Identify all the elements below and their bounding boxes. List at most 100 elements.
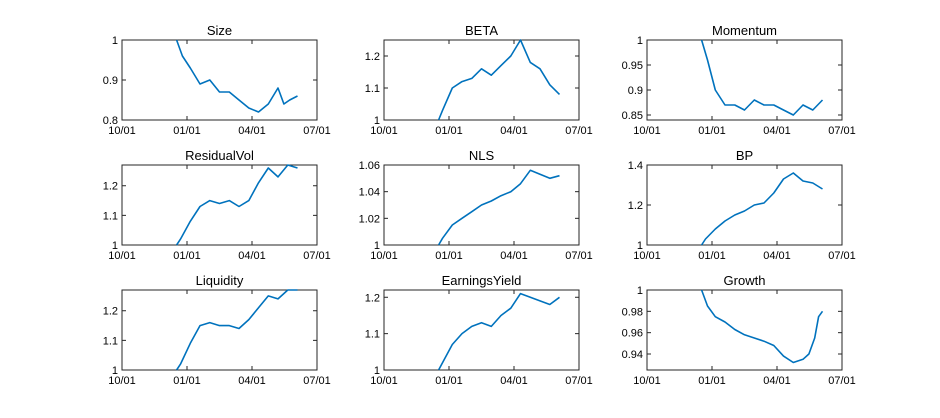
- axes-frame: [121, 289, 318, 371]
- y-tick-label: 0.8: [103, 115, 118, 127]
- y-tick-label: 0.94: [622, 349, 643, 361]
- y-tick-label: 0.95: [622, 60, 643, 72]
- y-tick-label: 1.2: [365, 51, 380, 63]
- y-tick-label: 1: [374, 115, 380, 127]
- x-tick-label: 01/01: [698, 125, 726, 137]
- axes-frame: [646, 164, 843, 246]
- y-tick-label: 1.06: [359, 160, 380, 172]
- y-tick-label: 1.1: [365, 83, 380, 95]
- axes-frame: [646, 289, 843, 371]
- series-line: [437, 39, 561, 121]
- y-tick-label: 1.04: [359, 187, 380, 199]
- axes-frame: [383, 164, 580, 246]
- axes-frame: [646, 39, 843, 121]
- subplot-title: BETA: [465, 23, 498, 38]
- subplot-8: EarningsYield 1 1.1 1.2 10/01 01/01 04/01 07/01: [365, 273, 593, 387]
- y-tick-label: 1.1: [365, 329, 380, 341]
- x-tick-label: 10/01: [370, 375, 398, 387]
- y-tick-label: 0.9: [103, 75, 118, 87]
- x-tick-label: 04/01: [238, 375, 266, 387]
- subplot-4: ResidualVol 1 1.1 1.2 10/01 01/01 04/01 07/01: [103, 148, 331, 262]
- x-tick-label: 01/01: [173, 250, 201, 262]
- y-tick-label: 1.1: [103, 210, 118, 222]
- x-tick-label: 01/01: [698, 250, 726, 262]
- x-tick-label: 04/01: [500, 250, 528, 262]
- x-tick-label: 10/01: [633, 250, 661, 262]
- x-tick-label: 10/01: [633, 375, 661, 387]
- series-line: [700, 39, 824, 116]
- x-tick-label: 01/01: [435, 125, 463, 137]
- x-tick-label: 07/01: [828, 125, 856, 137]
- x-tick-label: 04/01: [500, 375, 528, 387]
- y-tick-label: 1.2: [628, 200, 643, 212]
- y-tick-label: 0.96: [622, 328, 643, 340]
- series-line: [175, 39, 298, 113]
- x-tick-label: 07/01: [303, 125, 331, 137]
- x-tick-label: 04/01: [238, 250, 266, 262]
- x-tick-label: 04/01: [763, 250, 791, 262]
- y-tick-label: 1: [637, 240, 643, 252]
- subplot-title: Momentum: [712, 23, 777, 38]
- series-line: [700, 289, 824, 364]
- x-tick-label: 07/01: [565, 375, 593, 387]
- y-tick-label: 1.2: [103, 181, 118, 193]
- x-tick-label: 01/01: [435, 375, 463, 387]
- x-tick-label: 10/01: [370, 125, 398, 137]
- y-tick-label: 1: [374, 240, 380, 252]
- y-tick-label: 1: [112, 365, 118, 377]
- y-tick-label: 1: [112, 35, 118, 47]
- y-tick-label: 1: [112, 240, 118, 252]
- axes-frame: [383, 39, 580, 121]
- y-tick-label: 1.02: [359, 213, 380, 225]
- axes-frame: [383, 289, 580, 371]
- subplot-2: BETA 1 1.1 1.2 10/01 01/01 04/01 07/01: [365, 23, 593, 137]
- x-tick-label: 07/01: [303, 375, 331, 387]
- x-tick-label: 10/01: [370, 250, 398, 262]
- series-line: [437, 292, 560, 371]
- x-tick-label: 01/01: [698, 375, 726, 387]
- subplot-6: BP 1 1.2 1.4 10/01 01/01 04/01 07/01: [628, 148, 856, 262]
- subplot-title: Size: [207, 23, 232, 38]
- series-line: [700, 172, 823, 246]
- x-tick-label: 07/01: [565, 125, 593, 137]
- y-tick-label: 1: [637, 35, 643, 47]
- subplot-title: ResidualVol: [185, 148, 254, 163]
- series-line: [175, 289, 298, 371]
- x-tick-label: 04/01: [763, 125, 791, 137]
- x-tick-label: 01/01: [435, 250, 463, 262]
- axes-frame: [121, 39, 318, 121]
- x-tick-label: 01/01: [173, 125, 201, 137]
- x-tick-label: 07/01: [828, 250, 856, 262]
- x-tick-label: 04/01: [500, 125, 528, 137]
- subplot-5: NLS 1 1.02 1.04 1.06 10/01 01/01 04/01 07/01: [359, 148, 593, 262]
- subplot-title: Growth: [724, 273, 766, 288]
- y-tick-label: 1: [374, 365, 380, 377]
- y-tick-label: 0.98: [622, 306, 643, 318]
- subplot-title: BP: [736, 148, 753, 163]
- y-tick-label: 1.1: [103, 335, 118, 347]
- x-tick-label: 07/01: [303, 250, 331, 262]
- y-tick-label: 1.2: [103, 306, 118, 318]
- x-tick-label: 04/01: [763, 375, 791, 387]
- y-tick-label: 0.85: [622, 110, 643, 122]
- y-tick-label: 1.2: [365, 292, 380, 304]
- x-tick-label: 07/01: [565, 250, 593, 262]
- subplot-9: Growth 0.94 0.96 0.98 1 10/01 01/01 04/01 07/01: [622, 273, 856, 387]
- subplot-7: Liquidity 1 1.1 1.2 10/01 01/01 04/01 07/01: [103, 273, 331, 387]
- x-tick-label: 01/01: [173, 375, 201, 387]
- x-tick-label: 04/01: [238, 125, 266, 137]
- subplot-title: NLS: [469, 148, 495, 163]
- x-tick-label: 10/01: [108, 375, 136, 387]
- axes-frame: [121, 164, 318, 246]
- subplot-title: EarningsYield: [442, 273, 522, 288]
- subplot-title: Liquidity: [196, 273, 244, 288]
- x-tick-label: 10/01: [108, 125, 136, 137]
- x-tick-label: 07/01: [828, 375, 856, 387]
- series-line: [175, 164, 298, 246]
- subplot-1: Size 0.8 0.9 1 10/01 01/01 04/01 07/01: [103, 23, 331, 137]
- y-tick-label: 0.9: [628, 85, 643, 97]
- subplot-3: Momentum 0.85 0.9 0.95 1 10/01 01/01 04/01 07/01: [622, 23, 856, 137]
- x-tick-label: 10/01: [108, 250, 136, 262]
- x-tick-label: 10/01: [633, 125, 661, 137]
